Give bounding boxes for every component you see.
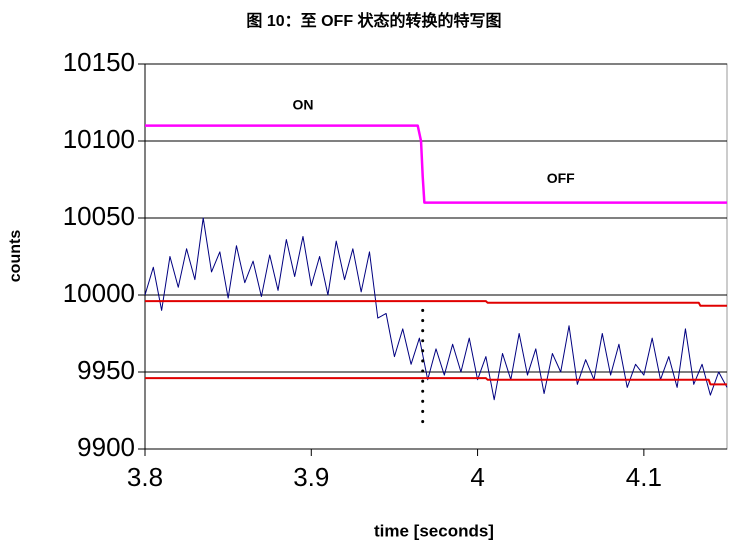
- series-line: [145, 377, 727, 386]
- x-tick-label: 3.8: [127, 462, 163, 492]
- x-tick-label: 4: [470, 462, 484, 492]
- y-tick-label: 9900: [77, 432, 135, 462]
- y-axis-label: counts: [7, 230, 24, 283]
- annotation: ON: [292, 96, 313, 112]
- y-tick-label: 10150: [63, 47, 135, 77]
- series-line: [145, 300, 727, 307]
- y-tick-label: 10100: [63, 124, 135, 154]
- x-tick-label: 4.1: [626, 462, 662, 492]
- annotation: OFF: [547, 170, 575, 186]
- x-axis-label: time [seconds]: [374, 521, 494, 540]
- y-tick-label: 10050: [63, 201, 135, 231]
- plot-area: [144, 63, 728, 450]
- y-tick-label: 10000: [63, 278, 135, 308]
- chart-title: 图 10：至 OFF 状态的转换的特写图: [246, 11, 501, 30]
- x-tick-label: 3.9: [293, 462, 329, 492]
- y-tick-label: 9950: [77, 355, 135, 385]
- series-line: [145, 124, 727, 204]
